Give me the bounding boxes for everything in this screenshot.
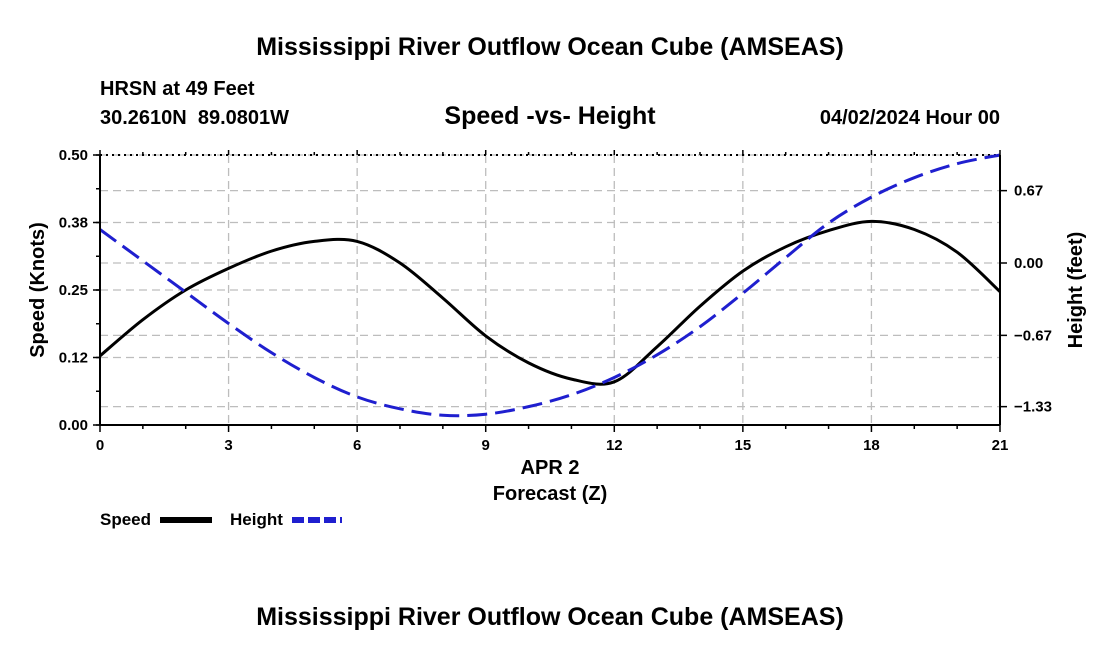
coordinates-label: 30.2610N 89.0801W <box>100 107 289 129</box>
legend: Speed Height <box>100 510 342 529</box>
y-tick-label: 0.00 <box>59 417 88 434</box>
x-tick-label: 21 <box>992 437 1009 454</box>
chart-subtitle: Speed -vs- Height <box>444 102 656 130</box>
x-tick-label: 12 <box>606 437 623 454</box>
forecast-datetime: 04/02/2024 Hour 00 <box>820 107 1000 129</box>
series-line-speed <box>99 219 1002 386</box>
x-tick-label: 6 <box>353 437 361 454</box>
y2-tick-label: −1.33 <box>1014 399 1052 416</box>
grid-lines <box>100 154 1000 425</box>
series-line-height <box>99 153 1001 418</box>
axes <box>93 150 1007 432</box>
y-axis-label: Speed (Knots) <box>27 222 49 358</box>
y-tick-label: 0.38 <box>59 215 88 232</box>
y2-tick-label: 0.67 <box>1014 183 1043 200</box>
x-tick-label: 15 <box>735 437 752 454</box>
x-sublabel: APR 2 <box>521 457 580 479</box>
tick-labels: 0 3 6 9 12 15 18 21 0.00 0.12 0.25 0.38 0.50 −1.33 −0.… <box>59 147 1052 454</box>
y2-tick-label: −0.67 <box>1014 327 1052 344</box>
main-title: Mississippi River Outflow Ocean Cube (AM… <box>256 33 844 61</box>
footer-title: Mississippi River Outflow Ocean Cube (AM… <box>256 603 844 631</box>
data-series <box>99 153 1002 418</box>
station-label: HRSN at 49 Feet <box>100 78 255 100</box>
y2-tick-label: 0.00 <box>1014 255 1043 272</box>
x-axis-label: Forecast (Z) <box>493 483 607 505</box>
y-tick-label: 0.50 <box>59 147 88 164</box>
legend-height-label: Height <box>230 510 283 529</box>
x-tick-label: 9 <box>482 437 490 454</box>
x-tick-label: 3 <box>224 437 232 454</box>
y-tick-label: 0.12 <box>59 350 88 367</box>
x-tick-label: 18 <box>863 437 880 454</box>
legend-speed-label: Speed <box>100 510 151 529</box>
x-tick-label: 0 <box>96 437 104 454</box>
y-tick-label: 0.25 <box>59 282 88 299</box>
y2-axis-label: Height (feet) <box>1065 232 1087 349</box>
